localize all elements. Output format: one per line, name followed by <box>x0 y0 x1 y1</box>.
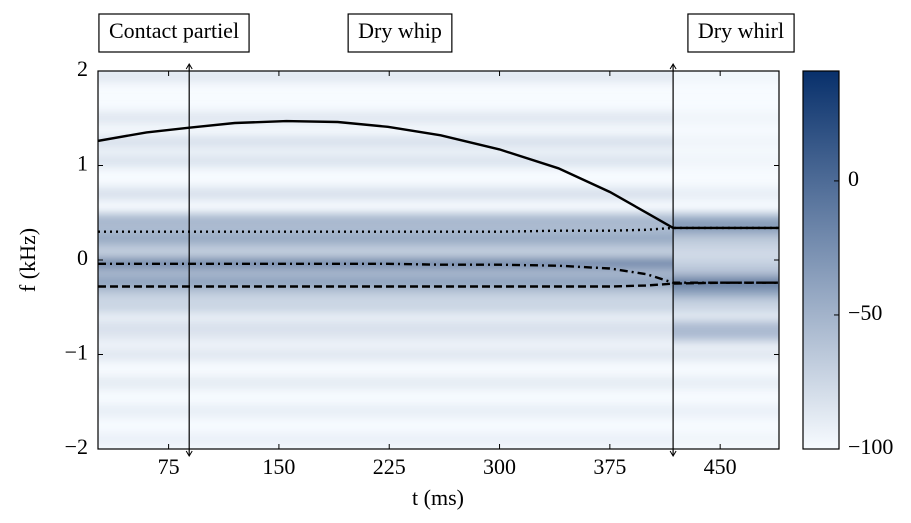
heat-cell <box>673 301 779 314</box>
x-tick-label: 225 <box>373 454 406 479</box>
heat-cell <box>98 277 674 290</box>
curve <box>98 281 779 288</box>
heat-cell <box>98 244 674 257</box>
y-tick-label: −1 <box>65 340 88 365</box>
heat-cell <box>673 154 779 167</box>
heat-cell <box>98 257 674 270</box>
heat-cell <box>98 348 674 361</box>
heat-cell <box>98 187 674 200</box>
heat-cell <box>673 112 779 125</box>
heat-cell <box>673 71 779 82</box>
phase-label-box <box>347 13 453 53</box>
heat-cell <box>98 405 674 418</box>
x-tick-label: 150 <box>262 454 295 479</box>
heat-cell <box>673 376 779 389</box>
heat-cell <box>673 433 779 446</box>
colorbar-tick-label: −100 <box>848 434 893 459</box>
heat-cell <box>673 348 779 361</box>
heat-cell <box>98 329 674 342</box>
heat-cell <box>673 233 779 246</box>
heat-cell <box>673 287 779 300</box>
heat-cell <box>98 71 674 82</box>
phase-label-box <box>687 13 795 53</box>
x-tick-label: 300 <box>483 454 516 479</box>
heat-cell <box>98 135 674 148</box>
heat-cell <box>98 301 674 314</box>
y-axis-label: f (kHz) <box>15 228 40 292</box>
phase-label: Dry whip <box>358 18 442 43</box>
curve <box>98 262 779 284</box>
heat-cell <box>98 112 674 125</box>
colorbar-tick-label: 0 <box>848 166 859 191</box>
y-tick-label: 2 <box>77 56 88 81</box>
heat-cell <box>98 222 674 235</box>
curves <box>98 119 779 288</box>
heat-cell <box>673 320 779 333</box>
colorbar-tick-label: −50 <box>848 300 882 325</box>
heat-cell <box>673 187 779 200</box>
y-tick-label: 0 <box>77 245 88 270</box>
phase-label: Dry whirl <box>698 18 784 43</box>
heat-cell <box>98 268 674 281</box>
colorbar <box>803 71 839 449</box>
x-axis-label: t (ms) <box>412 485 464 510</box>
x-tick-label: 450 <box>704 454 737 479</box>
curve <box>98 226 779 233</box>
y-tick-label: −2 <box>65 434 88 459</box>
heat-cell <box>98 287 674 300</box>
curve <box>98 119 779 230</box>
heat-cell <box>98 376 674 389</box>
heat-cell <box>673 405 779 418</box>
x-tick-label: 75 <box>158 454 180 479</box>
colorbar-frame <box>802 70 840 450</box>
marker-arrow <box>669 63 677 457</box>
heat-cell <box>98 320 674 333</box>
heat-cell <box>673 135 779 148</box>
marker-arrow <box>185 63 193 457</box>
phase-label: Contact partiel <box>109 18 239 43</box>
heat-cell <box>98 154 674 167</box>
heat-cell <box>673 268 779 281</box>
y-tick-label: 1 <box>77 151 88 176</box>
heat-cell <box>673 329 779 342</box>
heat-cell <box>98 233 674 246</box>
heat-cell <box>673 244 779 257</box>
x-tick-label: 375 <box>593 454 626 479</box>
phase-label-box <box>98 13 250 53</box>
heat-cell <box>98 433 674 446</box>
heat-cell <box>673 257 779 270</box>
heatmap <box>98 71 779 446</box>
